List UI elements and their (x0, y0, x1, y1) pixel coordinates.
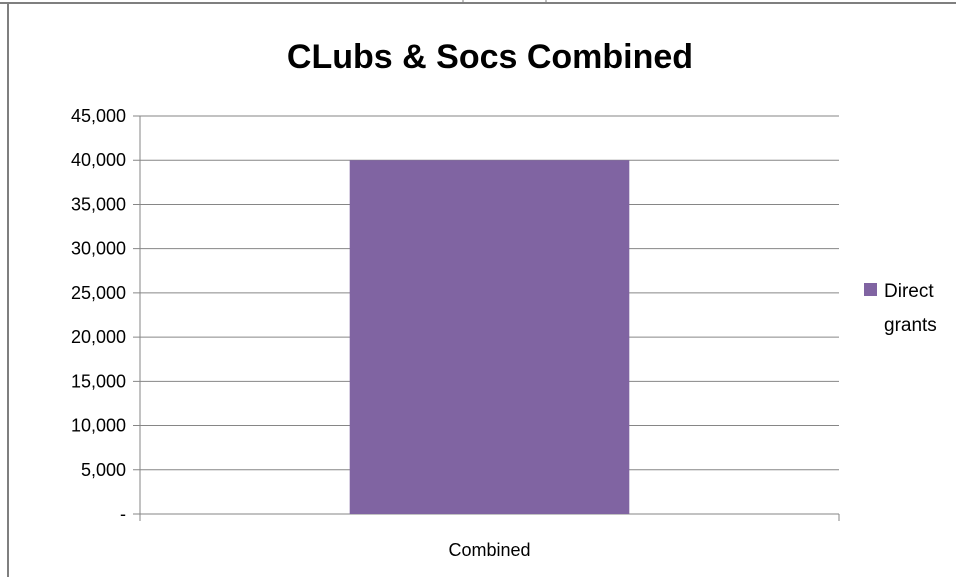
chart-title: CLubs & Socs Combined (287, 38, 693, 76)
y-tick-label: 30,000 (71, 239, 126, 259)
legend-swatch (864, 283, 877, 296)
bars (349, 160, 630, 514)
y-tick-label: 20,000 (71, 327, 126, 347)
bar (349, 160, 630, 514)
legend: Direct grants (864, 281, 937, 336)
y-tick-label: 5,000 (81, 460, 126, 480)
legend-label-line1: Direct (884, 281, 934, 302)
y-tick-label: 45,000 (71, 106, 126, 126)
legend-label-line2: grants (884, 315, 937, 336)
y-tick-label: 40,000 (71, 150, 126, 170)
y-tick-label: 35,000 (71, 194, 126, 214)
y-tick-label: - (120, 504, 126, 524)
y-axis-ticks: - 5,000 10,000 15,000 20,000 25,000 30,000 35,0… (71, 106, 126, 524)
y-tick-label: 15,000 (71, 371, 126, 391)
y-tick-label: 25,000 (71, 283, 126, 303)
y-tick-label: 10,000 (71, 416, 126, 436)
x-axis: Combined (139, 514, 840, 560)
x-tick-label: Combined (448, 540, 530, 560)
